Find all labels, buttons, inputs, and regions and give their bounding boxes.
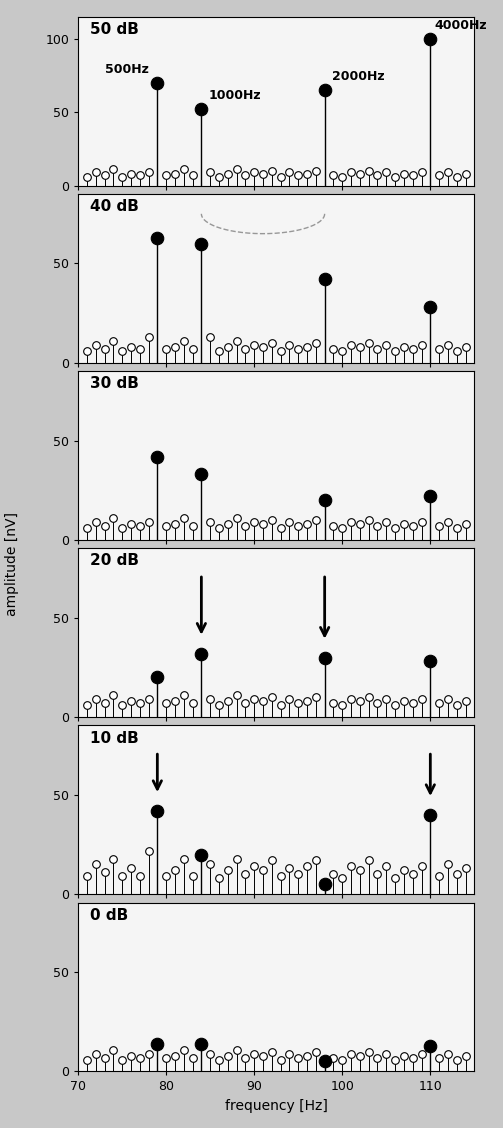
Text: 1000Hz: 1000Hz [208,89,261,103]
Text: amplitude [nV]: amplitude [nV] [5,512,19,616]
Text: 10 dB: 10 dB [90,731,139,746]
Text: 4000Hz: 4000Hz [435,19,487,32]
Text: 2000Hz: 2000Hz [331,70,384,83]
Text: 0 dB: 0 dB [90,908,128,923]
Text: 30 dB: 30 dB [90,377,139,391]
Text: 40 dB: 40 dB [90,199,139,214]
X-axis label: frequency [Hz]: frequency [Hz] [225,1099,327,1113]
Text: 500Hz: 500Hz [105,63,148,76]
Text: 20 dB: 20 dB [90,554,139,569]
Text: 50 dB: 50 dB [90,21,139,37]
